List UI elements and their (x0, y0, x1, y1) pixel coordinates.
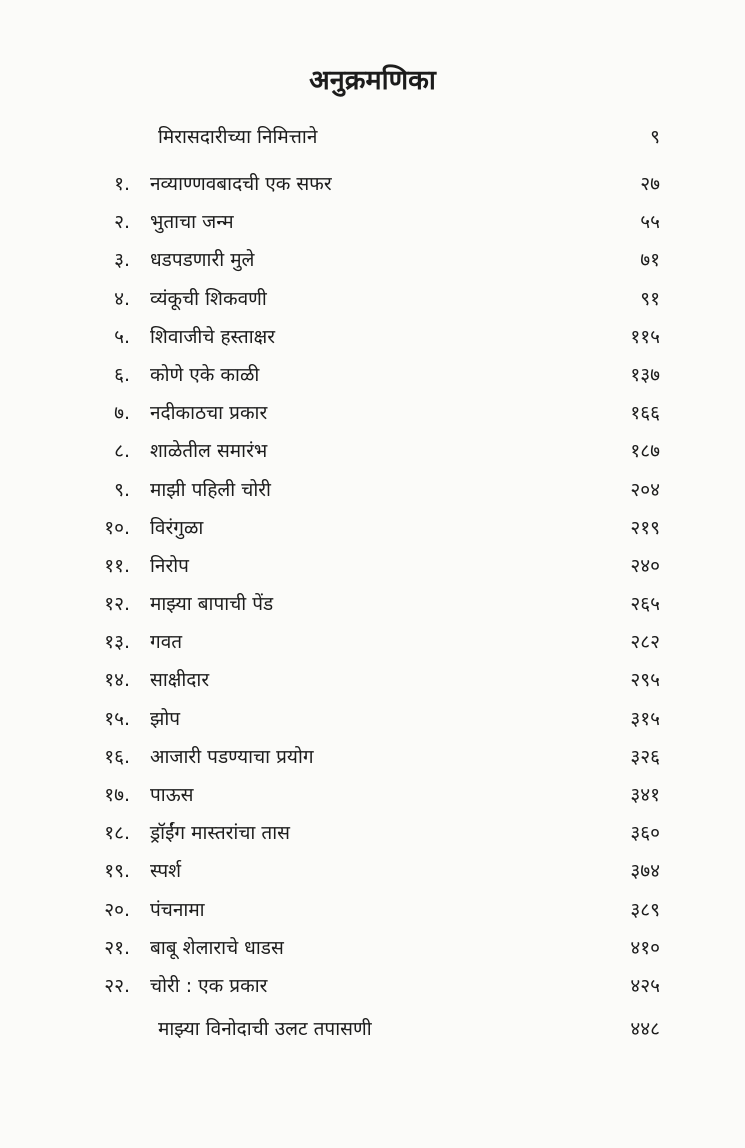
chapter-title: झोप (150, 707, 181, 730)
chapter-title: स्पर्श (150, 860, 182, 883)
toc-entry: ७. नदीकाठचा प्रकार १६६ (0, 394, 745, 432)
page-number: २१९ (630, 516, 660, 539)
page-title: अनुक्रमणिका (309, 65, 436, 96)
chapter-title: चोरी : एक प्रकार (150, 974, 268, 997)
chapter-number: ११. (104, 554, 130, 577)
chapter-title: धडपडणारी मुले (150, 249, 255, 272)
chapter-number: १५. (104, 707, 130, 730)
page-number: ९ (650, 126, 660, 148)
table-of-contents: मिरासदारीच्या निमित्ताने ९ १. नव्याण्णवबादच… (0, 120, 745, 1047)
toc-entry: १४. साक्षीदार २९५ (0, 661, 745, 699)
chapter-number: २१. (104, 936, 130, 959)
chapter-number: २. (114, 211, 130, 234)
page-number: २०४ (630, 478, 660, 501)
page-number: ३१५ (630, 707, 660, 730)
page-number: ४१० (630, 936, 660, 959)
chapter-number: ५. (114, 325, 130, 348)
page-number: ९१ (640, 287, 660, 310)
page-number: २६५ (630, 593, 660, 616)
toc-entry: २. भुताचा जन्म ५५ (0, 203, 745, 241)
page-number: २७ (640, 173, 660, 195)
toc-entry: मिरासदारीच्या निमित्ताने ९ (0, 120, 745, 165)
page-number: ४२५ (630, 974, 660, 997)
page-number: ५५ (640, 211, 660, 234)
chapter-number: १. (114, 173, 130, 195)
chapter-number: १६. (104, 745, 130, 768)
toc-entry: ६. कोणे एके काळी १३७ (0, 356, 745, 394)
chapter-title: आजारी पडण्याचा प्रयोग (150, 745, 314, 768)
page-number: ३२६ (630, 745, 660, 768)
toc-entry: १२. माझ्या बापाची पेंड २६५ (0, 585, 745, 623)
chapter-number: ९. (114, 478, 130, 501)
page-number: २४० (630, 554, 660, 577)
toc-entry: ११. निरोप २४० (0, 547, 745, 585)
toc-entry: २२. चोरी : एक प्रकार ४२५ (0, 967, 745, 1005)
page-number: ३४१ (630, 784, 660, 806)
chapter-title: शिवाजीचे हस्ताक्षर (150, 325, 276, 348)
chapter-title: भुताचा जन्म (150, 211, 234, 234)
page-number: २८२ (630, 631, 660, 654)
toc-entry: १६. आजारी पडण्याचा प्रयोग ३२६ (0, 738, 745, 776)
chapter-number: १४. (104, 669, 130, 692)
chapter-number: २२. (104, 974, 130, 997)
chapter-number: ८. (114, 440, 130, 463)
chapter-title: मिरासदारीच्या निमित्ताने (158, 126, 318, 148)
chapter-title: विरंगुळा (150, 516, 204, 539)
chapter-title: शाळेतील समारंभ (150, 440, 268, 463)
chapter-title: निरोप (150, 554, 189, 577)
page-number: १६६ (630, 402, 660, 425)
chapter-number: ६. (114, 363, 130, 386)
toc-entry: १७. पाऊस ३४१ (0, 776, 745, 814)
toc-entry: ३. धडपडणारी मुले ७१ (0, 241, 745, 279)
page-number: ११५ (630, 325, 660, 348)
toc-entry: १३. गवत २८२ (0, 623, 745, 661)
chapter-title: पाऊस (150, 784, 194, 806)
toc-entry: १८. ड्रॉईंग मास्तरांचा तास ३६० (0, 814, 745, 852)
chapter-number: १०. (104, 516, 130, 539)
chapter-number: १२. (104, 593, 130, 616)
chapter-title: ड्रॉईंग मास्तरांचा तास (150, 822, 290, 845)
chapter-title: माझ्या बापाची पेंड (150, 593, 274, 616)
toc-entry: माझ्या विनोदाची उलट तपासणी ४४८ (0, 1005, 745, 1047)
chapter-number: ३. (114, 249, 130, 272)
toc-entry: ९. माझी पहिली चोरी २०४ (0, 471, 745, 509)
chapter-title: नदीकाठचा प्रकार (150, 402, 268, 425)
chapter-title: कोणे एके काळी (150, 363, 260, 386)
chapter-title: माझ्या विनोदाची उलट तपासणी (158, 1018, 372, 1041)
toc-entry: १५. झोप ३१५ (0, 700, 745, 738)
chapter-title: साक्षीदार (150, 669, 210, 692)
chapter-title: नव्याण्णवबादची एक सफर (150, 173, 332, 195)
toc-entry: १. नव्याण्णवबादची एक सफर २७ (0, 165, 745, 203)
toc-entry: ८. शाळेतील समारंभ १८७ (0, 432, 745, 470)
chapter-title: माझी पहिली चोरी (150, 478, 271, 501)
toc-entry: १०. विरंगुळा २१९ (0, 509, 745, 547)
chapter-title: व्यंकूची शिकवणी (150, 287, 267, 310)
page-number: ३६० (630, 822, 660, 845)
page-number: ३७४ (630, 860, 660, 883)
chapter-number: १३. (104, 631, 130, 654)
page-number: १८७ (630, 440, 660, 463)
toc-entry: २०. पंचनामा ३८९ (0, 891, 745, 929)
chapter-title: बाबू शेलाराचे धाडस (150, 936, 284, 959)
toc-entry: ४. व्यंकूची शिकवणी ९१ (0, 280, 745, 318)
page-number: १३७ (630, 363, 660, 386)
chapter-number: २०. (104, 898, 130, 921)
page-number: ३८९ (630, 898, 660, 921)
chapter-number: ४. (114, 287, 130, 310)
toc-entry: १९. स्पर्श ३७४ (0, 852, 745, 890)
chapter-number: १७. (104, 784, 130, 806)
page-number: ४४८ (630, 1018, 660, 1041)
chapter-number: ७. (114, 402, 130, 425)
chapter-title: गवत (150, 631, 183, 654)
chapter-number: १८. (104, 822, 130, 845)
chapter-title: पंचनामा (150, 898, 205, 921)
page-number: ७१ (640, 249, 660, 272)
toc-entry: ५. शिवाजीचे हस्ताक्षर ११५ (0, 318, 745, 356)
toc-entry: २१. बाबू शेलाराचे धाडस ४१० (0, 929, 745, 967)
page-number: २९५ (630, 669, 660, 692)
chapter-number: १९. (104, 860, 130, 883)
